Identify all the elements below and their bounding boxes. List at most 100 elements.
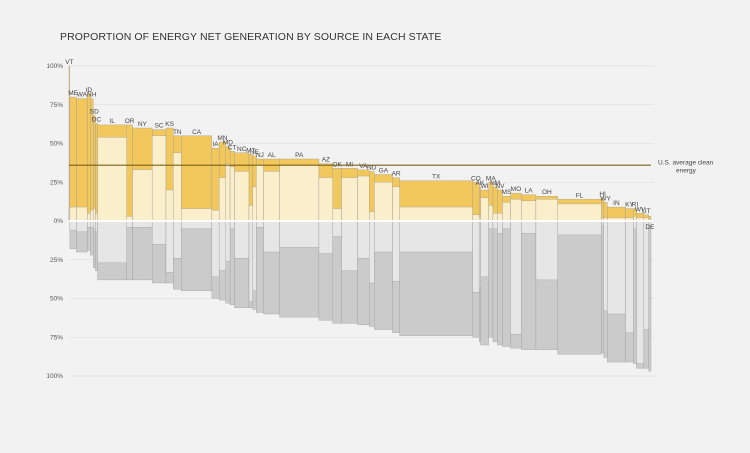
fossil-bar: [132, 220, 153, 281]
fossil-light-segment: [211, 220, 220, 277]
state-label: SC: [155, 123, 164, 130]
fossil-light-segment: [229, 220, 235, 229]
fossil-bar: [633, 220, 637, 364]
state-label: MT: [246, 147, 255, 154]
fossil-light-segment: [480, 220, 489, 277]
fossil-light-segment: [535, 220, 558, 281]
state-column-il: IL: [97, 118, 127, 281]
state-label: CT: [228, 144, 237, 151]
clean-light-segment: [535, 199, 558, 222]
y-tick-label: 0%: [54, 218, 64, 225]
state-label: IN: [613, 200, 620, 207]
y-tick-label: 75%: [50, 334, 63, 341]
fossil-light-segment: [97, 220, 127, 264]
state-column-ca: CA: [181, 129, 213, 291]
y-tick-label: 50%: [50, 141, 63, 148]
state-label: NH: [87, 92, 97, 99]
fossil-light-segment: [399, 220, 473, 253]
state-label: MN: [217, 135, 227, 142]
clean-bar: [181, 135, 213, 222]
state-column-nc: NC: [234, 146, 250, 308]
fossil-bar: [648, 220, 652, 372]
state-column-wi: WI: [480, 183, 489, 346]
state-column-la: LA: [521, 188, 537, 350]
y-tick-label: 75%: [50, 102, 63, 109]
fossil-light-segment: [225, 220, 231, 262]
state-label: VA: [359, 163, 368, 170]
fossil-bar: [521, 220, 537, 350]
state-label: RI: [632, 202, 639, 209]
clean-light-segment: [173, 152, 182, 222]
fossil-light-segment: [521, 220, 537, 234]
fossil-light-segment: [76, 220, 88, 233]
clean-bar: [95, 123, 98, 222]
state-label: DC: [92, 116, 102, 123]
fossil-light-segment: [93, 220, 96, 229]
clean-light-segment: [341, 177, 358, 222]
fossil-bar: [181, 220, 213, 291]
fossil-light-segment: [357, 220, 370, 259]
fossil-light-segment: [341, 220, 358, 271]
state-column-ga: GA: [374, 168, 393, 330]
clean-bar: [76, 98, 88, 222]
clean-bar: [93, 115, 96, 222]
clean-light-segment: [502, 202, 511, 222]
state-column-sc: SC: [151, 123, 167, 284]
clean-light-segment: [211, 209, 220, 222]
clean-light-segment: [225, 163, 231, 222]
fossil-bar: [502, 220, 511, 347]
fossil-light-segment: [392, 220, 400, 282]
fossil-bar: [557, 220, 602, 355]
state-column-al: AL: [263, 152, 280, 315]
clean-light-segment: [95, 213, 98, 222]
state-label: OR: [125, 118, 135, 125]
clean-light-segment: [97, 137, 127, 222]
fossil-light-segment: [369, 220, 375, 284]
clean-light-segment: [488, 205, 494, 222]
state-column-fl: FL: [557, 192, 602, 355]
fossil-light-segment: [557, 220, 602, 236]
clean-light-segment: [318, 177, 333, 222]
clean-bar: [478, 186, 481, 222]
fossil-bar: [229, 220, 235, 305]
fossil-light-segment: [279, 220, 320, 248]
state-label: VT: [65, 59, 73, 66]
state-label: TN: [173, 129, 182, 136]
state-label: WI: [481, 183, 489, 190]
clean-light-segment: [252, 186, 257, 222]
state-label: IL: [109, 118, 115, 125]
us-average-label: U.S. average clean: [658, 160, 714, 167]
state-column-tx: TX: [399, 174, 473, 336]
clean-light-segment: [229, 166, 235, 222]
clean-light-segment: [374, 182, 393, 222]
fossil-bar: [126, 220, 133, 281]
fossil-light-segment: [497, 220, 503, 234]
fossil-light-segment: [332, 220, 342, 237]
state-label: ND: [367, 164, 377, 171]
clean-light-segment: [218, 177, 226, 222]
fossil-light-segment: [603, 220, 608, 312]
state-label: CA: [192, 129, 202, 136]
fossil-light-segment: [248, 220, 253, 302]
y-tick-label: 100%: [46, 373, 63, 380]
state-column-wa: WA: [76, 92, 88, 253]
clean-light-segment: [521, 200, 537, 222]
state-label: CO: [471, 175, 481, 182]
fossil-bar: [488, 220, 494, 338]
fossil-light-segment: [151, 220, 167, 245]
state-column-va: VA: [357, 163, 370, 326]
state-label: WA: [77, 92, 88, 99]
clean-light-segment: [248, 205, 253, 222]
state-label: NY: [138, 121, 148, 128]
state-column-ok: OK: [332, 161, 342, 324]
chart-title: PROPORTION OF ENERGY NET GENERATION BY S…: [60, 31, 442, 43]
state-label: AR: [392, 171, 401, 178]
state-label: AL: [268, 152, 276, 159]
state-column-pa: PA: [279, 152, 320, 318]
state-label: NV: [495, 183, 505, 190]
fossil-bar: [601, 220, 604, 353]
clean-light-segment: [392, 186, 400, 222]
state-label: MS: [502, 189, 512, 196]
